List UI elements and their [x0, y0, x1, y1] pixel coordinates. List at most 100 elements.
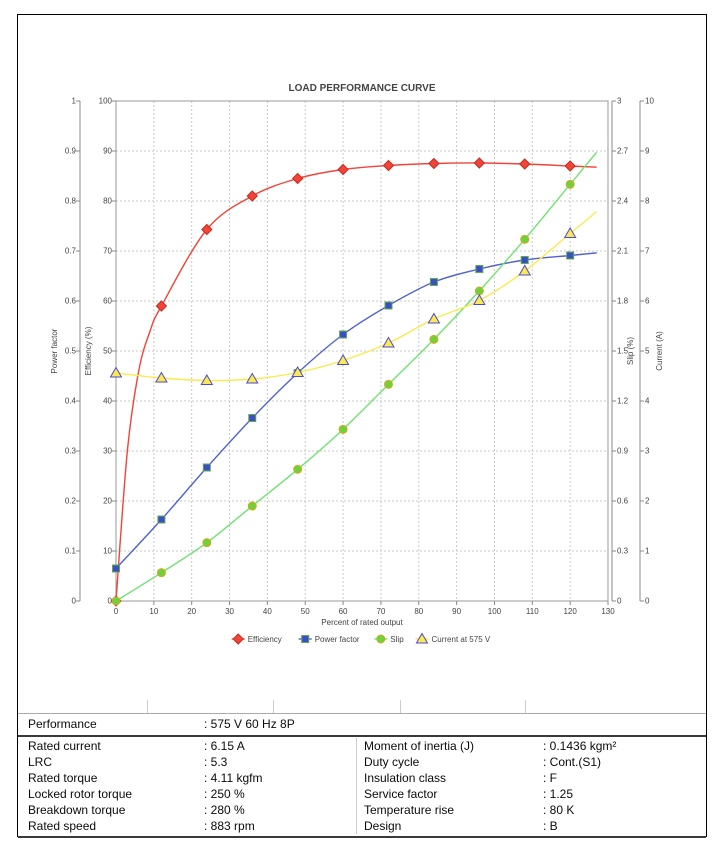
table-row: Rated torque : 4.11 kgfm Insulation clas… [18, 770, 706, 786]
svg-text:0.1: 0.1 [65, 547, 77, 556]
legend-label: Current at 575 V [432, 635, 491, 644]
svg-text:60: 60 [103, 297, 112, 306]
current-axis: 0 1 2 3 4 5 6 7 8 9 10 Current (A) [639, 97, 664, 606]
svg-text:60: 60 [339, 607, 348, 616]
svg-text:110: 110 [526, 607, 539, 616]
x-axis: 0 10 20 30 40 50 60 70 80 90 100 110 120 130 Percent o… [114, 601, 615, 627]
table-row: LRC : 5.3 Duty cycle : Cont.(S1) [18, 754, 706, 770]
legend-label: Power factor [315, 635, 360, 644]
svg-text:10: 10 [645, 97, 654, 106]
svg-text:30: 30 [225, 607, 234, 616]
svg-text:70: 70 [103, 247, 112, 256]
svg-text:2.4: 2.4 [617, 197, 629, 206]
slip-axis-label: Slip (%) [626, 337, 635, 365]
svg-text:120: 120 [563, 607, 577, 616]
svg-text:8: 8 [645, 197, 650, 206]
table-top-ruler [18, 700, 706, 713]
svg-text:7: 7 [645, 247, 650, 256]
series-markers-efficiency [110, 157, 576, 607]
ruler-tick [147, 700, 148, 713]
series-line-power-factor [115, 252, 597, 569]
svg-text:0.6: 0.6 [65, 297, 77, 306]
series-line-slip [115, 151, 598, 602]
spec-value: : F [543, 771, 557, 785]
svg-text:1: 1 [72, 97, 77, 106]
svg-text:90: 90 [452, 607, 461, 616]
svg-text:20: 20 [187, 607, 196, 616]
efficiency-axis: 0 10 20 30 40 50 60 70 80 90 100 Efficiency (%) [84, 97, 116, 606]
spec-label: LRC [28, 755, 53, 769]
svg-text:0: 0 [617, 597, 622, 606]
table-row: Breakdown torque : 280 % Temperature ris… [18, 802, 706, 818]
svg-text:1.8: 1.8 [617, 297, 629, 306]
spec-label: Breakdown torque [28, 803, 126, 817]
spec-value: : 80 K [543, 803, 575, 817]
svg-text:100: 100 [99, 97, 113, 106]
spec-value: : B [543, 819, 558, 833]
series-line-efficiency [115, 162, 597, 602]
slip-axis: 0 0.3 0.6 0.9 1.2 1.5 1.8 2.1 2.4 2.7 3 Slip (%) [611, 97, 635, 606]
svg-text:2.1: 2.1 [617, 247, 629, 256]
series-line-current-at-575-v [115, 211, 598, 382]
table-row: Rated current : 6.15 A Moment of inertia… [18, 738, 706, 754]
table-row: Rated speed : 883 rpm Design : B [18, 818, 706, 834]
spec-value: : 0.1436 kgm² [543, 739, 617, 753]
spec-label: Design [356, 818, 543, 834]
svg-text:1.5: 1.5 [617, 347, 629, 356]
svg-text:130: 130 [601, 607, 615, 616]
power_factor-axis-label: Power factor [50, 328, 59, 373]
ruler-tick [273, 700, 274, 713]
spec-label: Duty cycle [356, 754, 543, 770]
svg-text:3: 3 [645, 447, 650, 456]
spec-value: : 6.15 A [204, 739, 245, 753]
svg-text:4: 4 [645, 397, 650, 406]
svg-text:40: 40 [263, 607, 272, 616]
svg-text:0.3: 0.3 [65, 447, 77, 456]
svg-text:50: 50 [103, 347, 112, 356]
svg-text:0: 0 [72, 597, 77, 606]
svg-text:70: 70 [376, 607, 385, 616]
spec-value: : 250 % [204, 787, 245, 801]
svg-text:9: 9 [645, 147, 650, 156]
ruler-tick [400, 700, 401, 713]
performance-value: : 575 V 60 Hz 8P [204, 717, 295, 731]
svg-text:100: 100 [488, 607, 502, 616]
table-row: Locked rotor torque : 250 % Service fact… [18, 786, 706, 802]
spec-table: Performance : 575 V 60 Hz 8P Rated curre… [18, 700, 706, 838]
spec-value: : 280 % [204, 803, 245, 817]
svg-text:6: 6 [645, 297, 650, 306]
svg-text:40: 40 [103, 397, 112, 406]
legend-label: Efficiency [248, 635, 282, 644]
svg-text:80: 80 [414, 607, 423, 616]
svg-text:10: 10 [103, 547, 112, 556]
series-markers-power-factor [112, 251, 575, 573]
performance-row: Performance : 575 V 60 Hz 8P [18, 713, 706, 737]
svg-text:1: 1 [645, 547, 650, 556]
svg-text:1.2: 1.2 [617, 397, 629, 406]
spec-label: Service factor [356, 786, 543, 802]
svg-text:0: 0 [645, 597, 650, 606]
svg-text:20: 20 [103, 497, 112, 506]
spec-label: Rated speed [28, 819, 97, 833]
svg-text:0.6: 0.6 [617, 497, 629, 506]
svg-text:0.8: 0.8 [65, 197, 77, 206]
spec-value: : 4.11 kgfm [204, 771, 263, 785]
x-axis-label: Percent of rated output [321, 618, 403, 627]
svg-text:2.7: 2.7 [617, 147, 629, 156]
chart-title: LOAD PERFORMANCE CURVE [288, 83, 435, 94]
svg-text:50: 50 [301, 607, 310, 616]
svg-text:0.4: 0.4 [65, 397, 77, 406]
spec-label: Temperature rise [356, 802, 543, 818]
series-markers-current-at-575-v [109, 227, 577, 385]
spec-label: Insulation class [356, 770, 543, 786]
spec-rows: Rated current : 6.15 A Moment of inertia… [18, 737, 706, 838]
svg-text:0.9: 0.9 [617, 447, 629, 456]
power_factor-axis: 0 0.1 0.2 0.3 0.4 0.5 0.6 0.7 0.8 0.9 1 Power facto… [50, 97, 81, 606]
svg-text:3: 3 [617, 97, 622, 106]
legend-label: Slip [390, 635, 404, 644]
svg-text:10: 10 [149, 607, 158, 616]
svg-text:30: 30 [103, 447, 112, 456]
svg-text:90: 90 [103, 147, 112, 156]
svg-text:0.9: 0.9 [65, 147, 77, 156]
